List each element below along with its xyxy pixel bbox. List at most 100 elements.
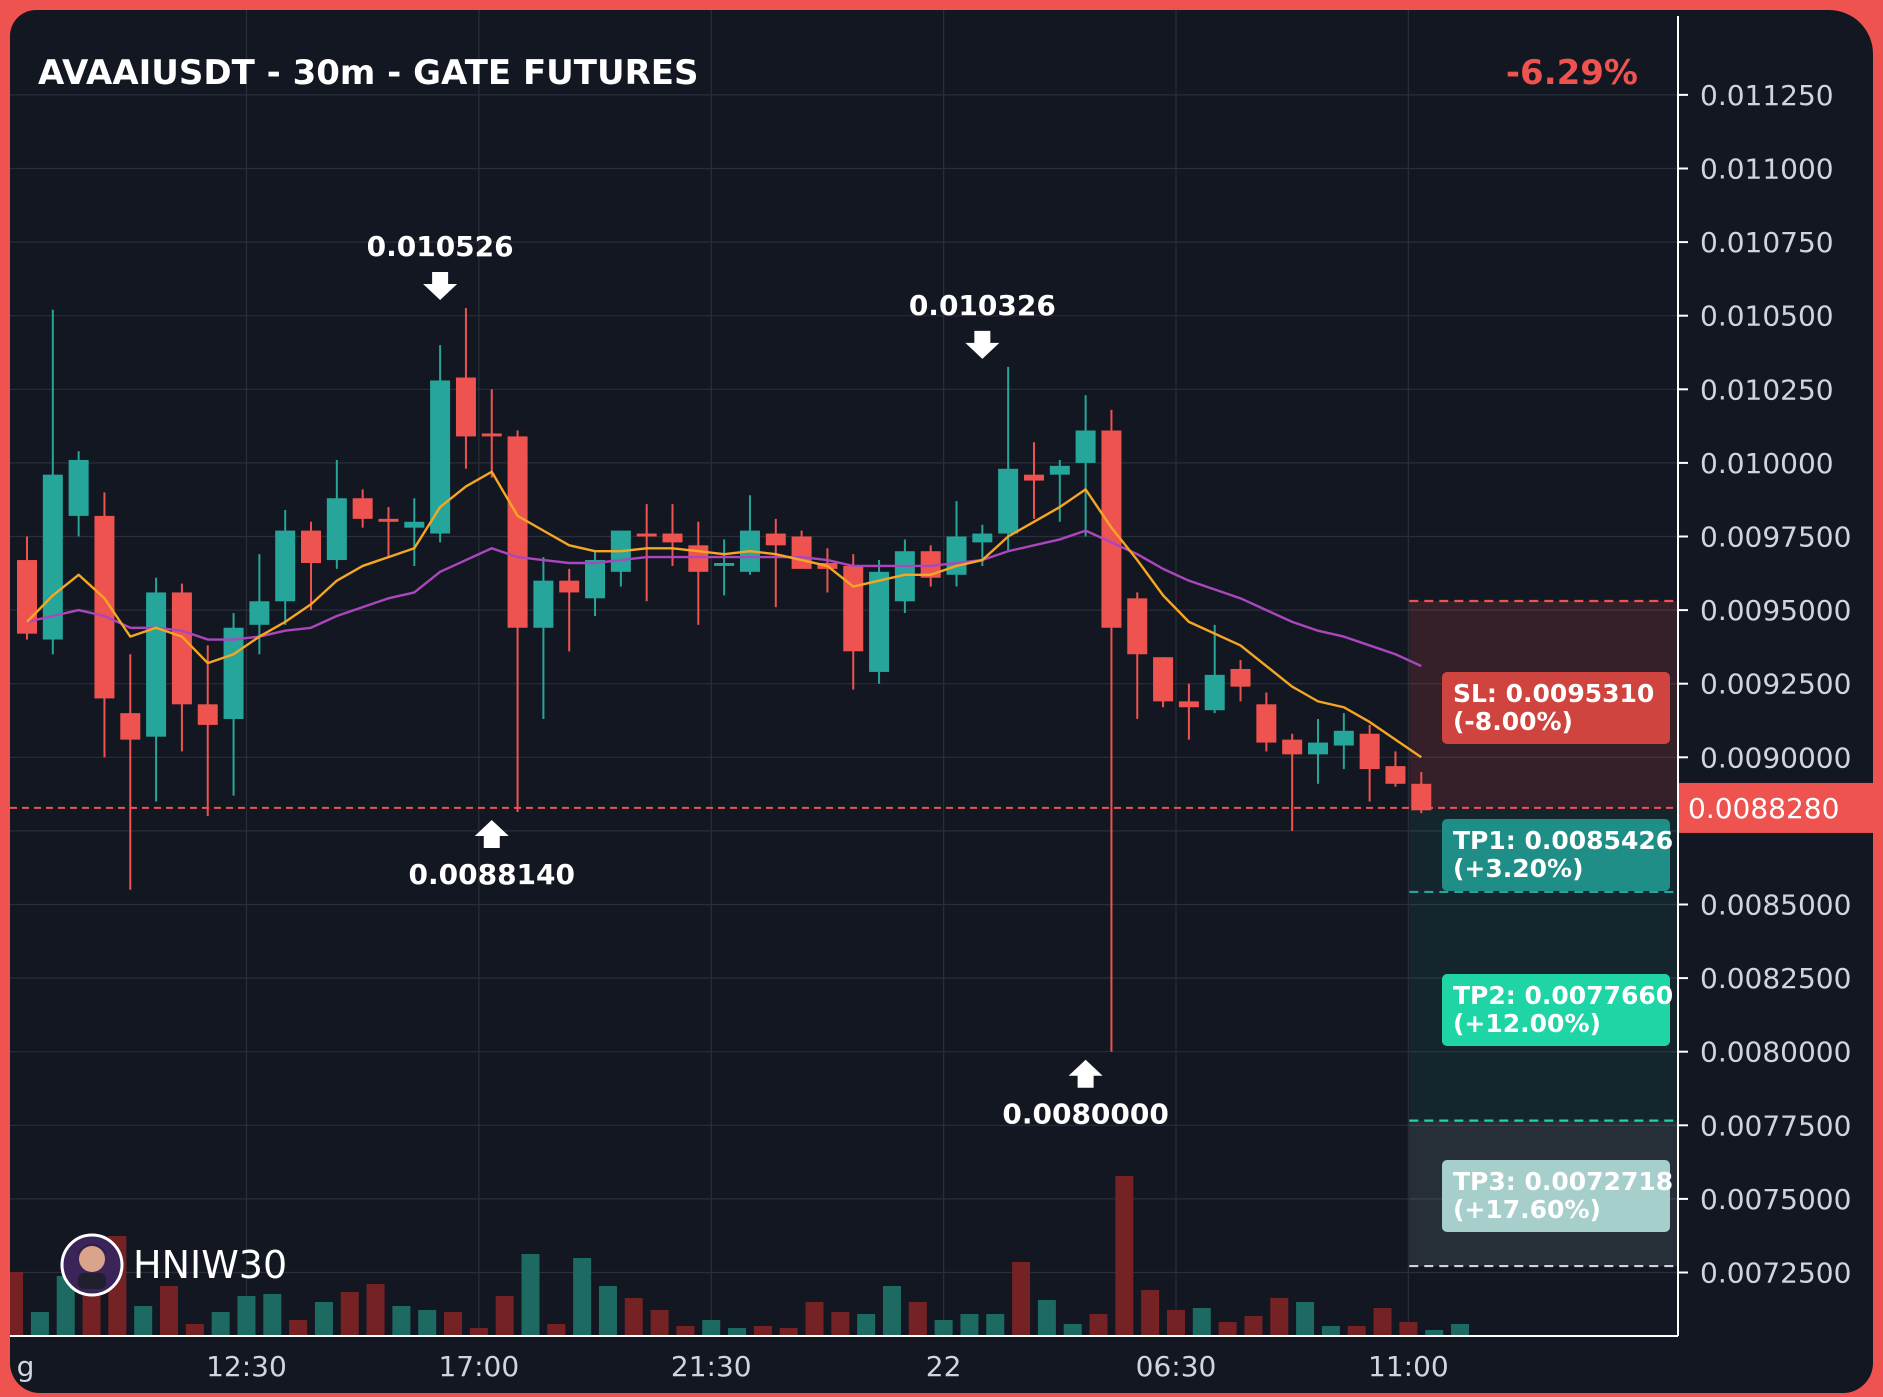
candle-body: [1359, 733, 1380, 770]
tp3-box-label: TP3: 0.0072718: [1453, 1167, 1673, 1196]
candle: [378, 507, 399, 558]
tp1-box-bg: [1442, 819, 1670, 891]
volume-bar: [857, 1314, 876, 1336]
current-price-label: 0.0088280: [1688, 792, 1839, 825]
volume-bar: [1399, 1322, 1418, 1336]
volume-bar: [314, 1302, 333, 1336]
candle-body: [197, 704, 218, 725]
candle: [765, 518, 786, 608]
candle-body: [42, 474, 63, 640]
candle-body: [1256, 704, 1277, 743]
candle-body: [1385, 766, 1406, 784]
candle-body: [507, 436, 528, 628]
y-tick-label: 0.0090000: [1700, 741, 1851, 774]
watermark: HNIW30: [60, 1233, 287, 1297]
candle-body: [430, 380, 451, 534]
arrow-up-icon: [474, 820, 509, 849]
candle: [1049, 459, 1070, 522]
trade-levels: 0.0088280 SL: 0.0095310(-8.00%) TP1: 0.008…: [10, 599, 1873, 1268]
tp3-box-bg: [1442, 1160, 1670, 1232]
tp2-box-pct: (+12.00%): [1453, 1009, 1601, 1038]
candle-body: [1153, 657, 1174, 702]
tp2-box-bg: [1442, 974, 1670, 1046]
candle-body: [1333, 730, 1354, 746]
candle-body: [481, 433, 502, 437]
tp1-box-pct: (+3.20%): [1453, 854, 1584, 883]
candle: [946, 501, 967, 587]
price-annotation: 0.010326: [909, 289, 1056, 359]
candle: [120, 654, 141, 890]
volume-bar: [211, 1312, 230, 1336]
candle-body: [972, 533, 993, 543]
candle: [1359, 724, 1380, 802]
candle: [533, 557, 554, 720]
candle-body: [378, 518, 399, 522]
tp2-box-label: TP2: 0.0077660: [1453, 981, 1673, 1010]
sl-box-pct: (-8.00%): [1453, 707, 1573, 736]
y-tick-label: 0.0085000: [1700, 889, 1851, 922]
volume-bar: [469, 1328, 488, 1336]
candle: [1178, 683, 1199, 740]
candle: [688, 521, 709, 625]
candle-body: [998, 468, 1019, 534]
candle: [17, 536, 37, 640]
candle: [146, 577, 167, 802]
tp2-box: TP2: 0.0077660(+12.00%): [1442, 974, 1673, 1046]
sl-box: SL: 0.0095310(-8.00%): [1442, 672, 1670, 744]
volume-bar: [185, 1324, 204, 1336]
candle: [1204, 624, 1225, 714]
volume-bar: [1141, 1290, 1160, 1336]
avatar-icon: [60, 1233, 124, 1297]
price-annotation: 0.0088140: [409, 820, 576, 891]
volume-bar: [134, 1306, 153, 1336]
y-tick-label: 0.0072500: [1700, 1257, 1851, 1290]
chart-frame: 0.0088280 SL: 0.0095310 (-8.00%) TP1: 0.008…: [10, 10, 1873, 1393]
candle-body: [1023, 474, 1044, 481]
candle-body: [68, 459, 89, 516]
candle: [326, 459, 347, 569]
volume-bar: [934, 1320, 953, 1336]
candle-body: [249, 601, 270, 625]
volume-bar: [1115, 1176, 1134, 1336]
tp1-box: TP1: 0.0085426(+3.20%): [1442, 819, 1673, 891]
candle: [249, 554, 270, 655]
candle-body: [455, 377, 476, 437]
x-tick-label: 21:30: [671, 1350, 752, 1383]
moving-averages: [26, 470, 1422, 759]
candle: [636, 504, 657, 602]
candle-body: [1308, 742, 1328, 755]
annotation-label: 0.010326: [909, 289, 1056, 322]
candle-body: [1049, 465, 1070, 475]
candlestick-chart[interactable]: 0.0088280 SL: 0.0095310(-8.00%) TP1: 0.008…: [10, 10, 1873, 1393]
volume-bar: [10, 1272, 24, 1336]
y-tick-label: 0.0082500: [1700, 962, 1851, 995]
sl-box-label: SL: 0.0095310: [1453, 679, 1654, 708]
y-tick-label: 0.0077500: [1700, 1109, 1851, 1142]
candle: [1023, 442, 1044, 519]
volume-bar: [1425, 1330, 1444, 1336]
candle: [197, 645, 218, 817]
volume-bar: [702, 1320, 721, 1336]
candle-body: [326, 498, 347, 561]
y-tick-label: 0.010250: [1700, 373, 1834, 406]
candle: [998, 366, 1019, 552]
candle: [585, 551, 606, 616]
volume-bar: [444, 1312, 463, 1336]
x-tick-label: 11:00: [1368, 1350, 1449, 1383]
sl-box-bg: [1442, 672, 1670, 744]
volume-bar: [1063, 1324, 1082, 1336]
candle: [739, 495, 760, 575]
annotation-label: 0.0088140: [409, 858, 576, 891]
volume-bar: [598, 1286, 617, 1336]
candle-body: [894, 551, 915, 602]
y-tick-label: 0.0095000: [1700, 594, 1851, 627]
candle-body: [559, 580, 580, 593]
price-change: -6.29%: [1506, 53, 1638, 93]
arrow-down-icon: [965, 330, 1000, 359]
candle: [843, 554, 864, 690]
annotation-label: 0.010526: [367, 230, 514, 263]
candle-body: [94, 515, 115, 699]
candle: [1411, 772, 1432, 814]
volume-bar: [779, 1328, 798, 1336]
candles[interactable]: [17, 308, 1432, 1052]
